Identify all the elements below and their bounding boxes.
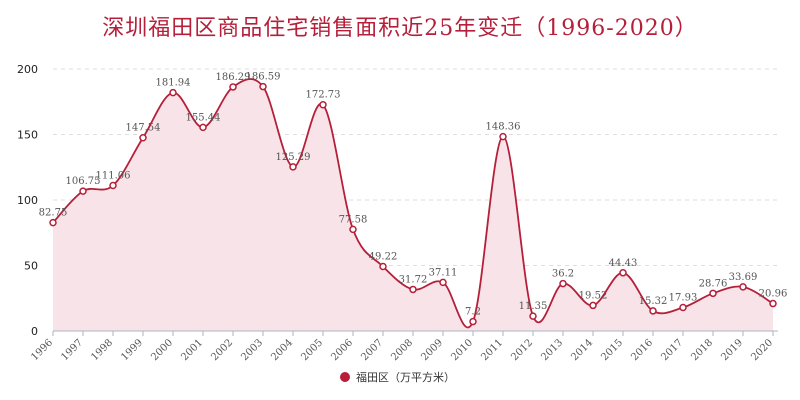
- x-tick-label: 1996: [29, 337, 55, 363]
- data-point[interactable]: [259, 82, 267, 91]
- x-tick-label: 1998: [89, 337, 115, 363]
- data-label: 19.52: [579, 290, 608, 301]
- data-label: 77.58: [339, 214, 368, 225]
- data-point[interactable]: [589, 301, 597, 310]
- x-tick-label: 2011: [479, 337, 505, 363]
- legend[interactable]: 福田区（万平方米）: [340, 370, 455, 384]
- y-tick-label: 200: [17, 63, 38, 76]
- series-area: [53, 78, 773, 332]
- data-point[interactable]: [199, 123, 207, 132]
- data-point[interactable]: [349, 225, 357, 234]
- legend-label[interactable]: 福田区（万平方米）: [356, 370, 455, 384]
- data-label: 28.76: [699, 278, 728, 289]
- data-label: 148.36: [486, 122, 521, 133]
- data-label: 20.96: [759, 289, 788, 300]
- axis-layer: 1996 1997 1998 1999 2000 2001 2002 2003 2004 2005…: [29, 330, 778, 363]
- data-label: 7.2: [465, 307, 481, 318]
- data-point[interactable]: [379, 262, 387, 271]
- data-label: 11.35: [519, 301, 548, 312]
- data-point[interactable]: [319, 100, 327, 109]
- data-label: 186.29: [216, 72, 251, 83]
- data-label: 125.29: [276, 152, 311, 163]
- data-label: 186.59: [246, 72, 281, 83]
- data-label: 111.06: [96, 171, 131, 182]
- x-tick-label: 2001: [179, 337, 205, 363]
- data-point[interactable]: [439, 278, 447, 287]
- y-tick-label: 0: [31, 325, 38, 338]
- x-tick-label: 1997: [59, 337, 85, 363]
- data-point[interactable]: [619, 269, 627, 277]
- y-tick-label: 150: [17, 129, 38, 142]
- x-tick-label: 2009: [419, 337, 445, 363]
- data-point[interactable]: [769, 299, 777, 308]
- data-label: 172.73: [306, 90, 341, 101]
- y-tick-label: 50: [24, 260, 38, 273]
- x-tick-label: 2016: [629, 337, 655, 363]
- point-layer: [49, 82, 777, 326]
- x-tick-label: 2005: [299, 337, 325, 363]
- data-label: 155.44: [186, 112, 221, 123]
- data-point[interactable]: [529, 312, 537, 320]
- data-label: 33.69: [729, 272, 758, 283]
- data-label: 147.54: [126, 123, 161, 134]
- data-point[interactable]: [109, 181, 117, 190]
- x-tick-label: 2004: [269, 337, 295, 363]
- x-tick-label: 2014: [569, 337, 595, 363]
- legend-marker[interactable]: [340, 372, 350, 382]
- x-tick-label: 2013: [539, 337, 565, 363]
- line-layer: [52, 78, 774, 329]
- data-label: 17.93: [669, 293, 698, 304]
- data-label: 15.32: [639, 296, 668, 307]
- data-label: 31.72: [399, 274, 428, 285]
- series-line: [52, 78, 774, 329]
- data-point[interactable]: [739, 283, 747, 291]
- x-tick-label: 2003: [239, 337, 265, 363]
- data-label: 106.75: [66, 176, 101, 187]
- data-point[interactable]: [679, 303, 687, 312]
- x-tick-label: 2006: [329, 337, 355, 363]
- data-label: 37.11: [429, 267, 458, 278]
- x-tick-label: 2015: [599, 337, 625, 363]
- data-point[interactable]: [289, 163, 297, 171]
- x-tick-label: 2008: [389, 337, 415, 363]
- data-label: 36.2: [552, 269, 574, 280]
- data-point[interactable]: [649, 307, 657, 315]
- data-point[interactable]: [169, 88, 177, 97]
- x-tick-label: 2002: [209, 337, 235, 363]
- data-point[interactable]: [469, 317, 477, 326]
- data-point[interactable]: [709, 289, 717, 298]
- area-layer: [53, 78, 773, 332]
- y-tick-label: 100: [17, 194, 38, 207]
- data-point[interactable]: [49, 218, 57, 227]
- x-tick-label: 2007: [359, 337, 385, 363]
- data-label: 82.75: [39, 208, 68, 219]
- x-tick-label: 2017: [659, 337, 685, 363]
- data-point[interactable]: [79, 187, 87, 195]
- x-tick-label: 2000: [149, 337, 175, 363]
- data-point[interactable]: [139, 133, 147, 142]
- data-point[interactable]: [229, 83, 237, 91]
- data-point[interactable]: [499, 132, 507, 141]
- x-tick-label: 1999: [119, 337, 145, 363]
- x-tick-label: 2018: [689, 337, 715, 363]
- x-tick-label: 2012: [509, 337, 535, 363]
- x-tick-label: 2010: [449, 337, 475, 363]
- chart-title: 深圳福田区商品住宅销售面积近25年变迁（1996-2020）: [102, 16, 698, 41]
- data-label: 49.22: [369, 252, 398, 263]
- x-tick-label: 2020: [749, 337, 775, 363]
- data-label: 181.94: [156, 78, 191, 89]
- data-label: 44.43: [609, 258, 638, 269]
- x-tick-label: 2019: [719, 337, 745, 363]
- data-point[interactable]: [409, 285, 417, 294]
- data-point[interactable]: [559, 279, 567, 288]
